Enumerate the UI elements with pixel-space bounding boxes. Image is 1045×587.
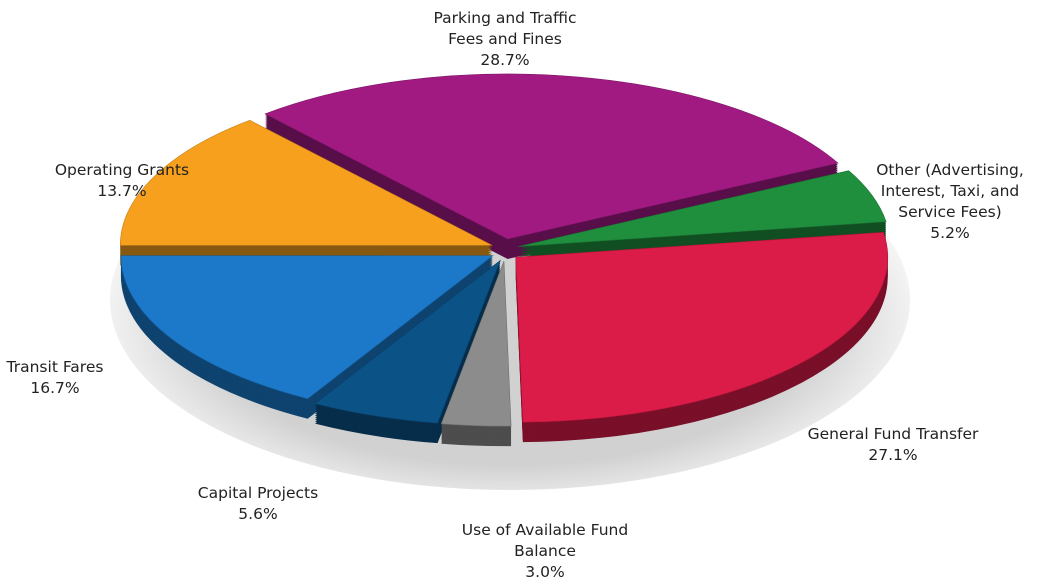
category-label: Use of Available Fund Balance (461, 521, 629, 560)
slice (120, 255, 494, 400)
slice-label: Other (Advertising, Interest, Taxi, and … (858, 160, 1043, 244)
value-label: 16.7% (30, 379, 80, 397)
category-label: Parking and Traffic Fees and Fines (433, 9, 577, 48)
value-label: 28.7% (480, 51, 530, 69)
value-label: 13.7% (97, 182, 147, 200)
slice-label: Transit Fares 16.7% (0, 357, 135, 399)
category-label: Other (Advertising, Interest, Taxi, and … (876, 161, 1024, 221)
value-label: 5.2% (930, 224, 970, 242)
category-label: Capital Projects (197, 484, 319, 502)
slice (518, 170, 887, 247)
slice-label: Operating Grants 13.7% (22, 160, 222, 202)
slice-label: General Fund Transfer 27.1% (778, 424, 1008, 466)
category-label: Transit Fares (6, 358, 104, 376)
value-label: 27.1% (868, 446, 918, 464)
slice (515, 232, 888, 423)
slice-label: Capital Projects 5.6% (158, 483, 358, 525)
slice-label: Parking and Traffic Fees and Fines 28.7% (415, 8, 595, 71)
value-label: 3.0% (525, 563, 565, 581)
slice (264, 73, 839, 240)
slice (119, 119, 493, 246)
value-label: 5.6% (238, 505, 278, 523)
category-label: Operating Grants (54, 161, 190, 179)
category-label: General Fund Transfer (807, 425, 979, 443)
slice-label: Use of Available Fund Balance 3.0% (438, 520, 653, 583)
slice (314, 259, 501, 424)
slice (440, 261, 512, 427)
